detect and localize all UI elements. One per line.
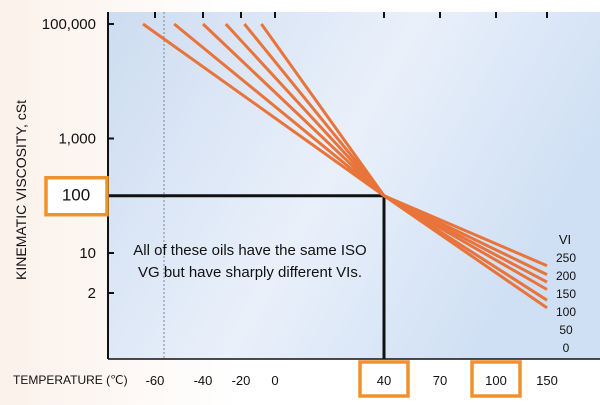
x-axis-title: TEMPERATURE (℃) [13,373,128,387]
y-axis-title: KINEMATIC VISCOSITY, cSt [13,100,29,280]
y-highlight-box [44,175,109,217]
y-tick-label: 1,000 [58,130,96,147]
x-tick-label: 100 [485,373,507,388]
x-tick-label: -20 [232,373,251,388]
x-tick-label: 40 [377,373,391,388]
legend-label-vi-250: 250 [556,251,576,265]
legend-label-vi-0: 0 [563,341,570,355]
y-tick-label: 2 [88,285,96,302]
y-tick-label: 10 [79,245,96,262]
y-tick-label: 100 [62,186,90,205]
y-tick-label: 100,000 [42,16,96,33]
x-highlight-box [358,360,410,398]
x-highlight-box [470,360,522,398]
legend-label-vi-200: 200 [556,269,576,283]
plot-area [108,12,600,359]
x-tick-label: -40 [194,373,213,388]
annotation-text: All of these oils have the same ISO VG b… [133,242,367,281]
legend-title: VI [559,232,571,247]
series-line-vi-0 [142,22,548,310]
legend-label-vi-150: 150 [556,287,576,301]
x-tick-label: -60 [146,373,165,388]
x-tick-label: 150 [536,373,558,388]
x-tick-label: 0 [271,373,278,388]
annotation-box: All of these oils have the same ISO VG b… [133,242,367,281]
x-tick-label: 70 [433,373,447,388]
legend-label-vi-50: 50 [559,323,573,337]
legend-label-vi-100: 100 [556,305,576,319]
